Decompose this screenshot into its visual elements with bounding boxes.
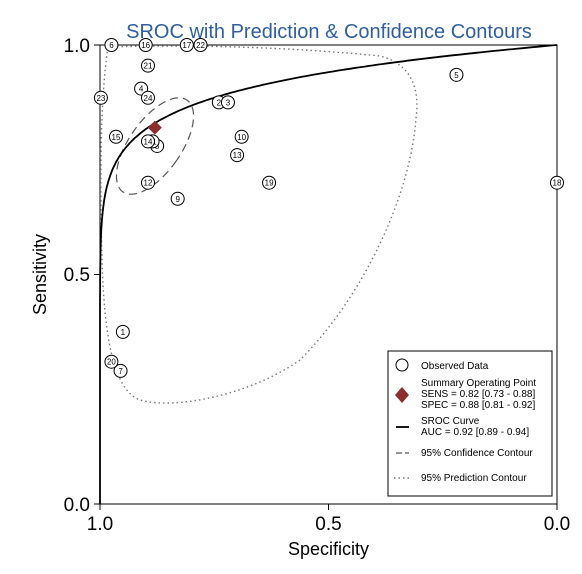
legend-summary-label: Summary Operating Point (421, 378, 536, 389)
x-tick-label: 0.5 (315, 514, 341, 535)
y-tick-label: 1.0 (64, 36, 90, 57)
observed-point (550, 175, 564, 190)
observed-point (140, 134, 155, 149)
confidence-contour (115, 97, 195, 195)
observed-point (220, 95, 235, 110)
observed-point (93, 90, 108, 105)
observed-point-label: 6 (109, 41, 114, 50)
observed-point-label: 12 (144, 179, 153, 188)
x-axis-label: Specificity (288, 539, 369, 559)
prediction-contour (100, 45, 418, 404)
observed-point-label: 3 (226, 98, 231, 107)
summary-point (147, 120, 162, 135)
chart-title: SROC with Prediction & Confidence Contou… (126, 21, 532, 43)
legend-observed-symbol (395, 358, 409, 372)
y-tick-label: 0.0 (64, 495, 90, 516)
y-axis: 0.0 0.5 1.0 Sensitivity (30, 36, 100, 516)
legend-confidence-label: 95% Confidence Contour (421, 448, 533, 459)
x-tick-label: 0.0 (544, 514, 570, 535)
observed-point (140, 90, 155, 105)
observed-point (234, 129, 249, 144)
observed-point-label: 13 (233, 151, 242, 160)
observed-point-label: 21 (144, 62, 153, 71)
y-tick-label: 0.5 (64, 265, 90, 286)
observed-point-label: 8 (155, 142, 160, 151)
legend-prediction-label: 95% Prediction Contour (421, 473, 527, 484)
observed-point-label: 24 (144, 94, 153, 103)
y-axis-label: Sensitivity (30, 234, 50, 315)
legend-box (387, 350, 553, 497)
legend-sroc-auc: AUC = 0.92 [0.89 - 0.94] (421, 427, 529, 438)
observed-point (104, 354, 119, 369)
observed-point-label: 7 (118, 367, 123, 376)
observed-point-label: 4 (139, 85, 144, 94)
sroc-curve (99, 44, 558, 504)
observed-point (449, 67, 464, 82)
observed-point (113, 363, 128, 378)
observed-point (140, 58, 155, 73)
observed-point-label: 23 (96, 94, 105, 103)
x-axis: 1.0 0.5 0.0 Specificity (87, 504, 570, 559)
observed-point (104, 38, 119, 52)
summary-operating-point (147, 120, 162, 135)
observed-point (140, 175, 155, 190)
observed-point-label: 20 (107, 358, 116, 367)
observed-point (193, 38, 208, 52)
observed-point-label: 16 (141, 41, 150, 50)
observed-point-label: 10 (237, 133, 246, 142)
x-tick-label: 1.0 (87, 514, 113, 535)
observed-point-label: 5 (454, 71, 459, 80)
observed-point-label: 14 (144, 137, 153, 146)
observed-point-label: 18 (553, 179, 562, 188)
observed-point (170, 191, 185, 206)
observed-point (179, 38, 194, 52)
legend-observed-label: Observed Data (421, 361, 489, 372)
observed-point-label: 9 (175, 195, 180, 204)
observed-point-label: 17 (182, 41, 191, 50)
observed-point-label: 2 (217, 98, 222, 107)
observed-point (108, 129, 123, 144)
observed-point-label: 15 (112, 133, 121, 142)
observed-points: 123456789101112131415161719202122232418 (93, 38, 564, 378)
legend-summary-sens: SENS = 0.82 [0.73 - 0.88] (421, 389, 535, 400)
legend-sroc-label: SROC Curve (421, 416, 480, 427)
legend: Observed Data Summary Operating Point SE… (387, 350, 553, 497)
observed-point-label: 1 (121, 328, 126, 337)
observed-point (230, 148, 245, 163)
observed-point (138, 38, 153, 52)
legend-summary-symbol (395, 387, 409, 403)
observed-point-label: 22 (196, 41, 205, 50)
observed-point-label: 19 (265, 179, 274, 188)
legend-summary-spec: SPEC = 0.88 [0.81 - 0.92] (421, 400, 535, 411)
observed-point (262, 175, 277, 190)
observed-point (115, 324, 130, 339)
